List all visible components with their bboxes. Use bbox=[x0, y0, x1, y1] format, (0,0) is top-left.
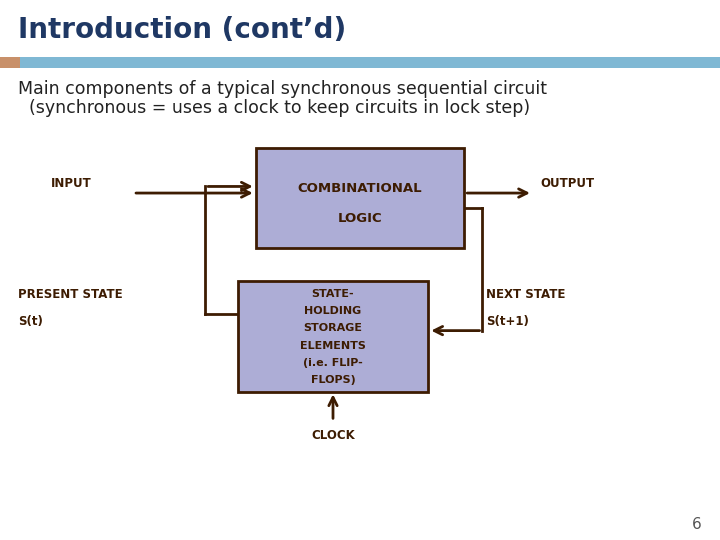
Text: CLOCK: CLOCK bbox=[311, 429, 355, 442]
Text: NEXT STATE: NEXT STATE bbox=[486, 288, 565, 301]
Text: S(t): S(t) bbox=[18, 315, 43, 328]
Text: HOLDING: HOLDING bbox=[305, 306, 361, 316]
Text: STATE-: STATE- bbox=[312, 289, 354, 299]
Text: STORAGE: STORAGE bbox=[304, 323, 362, 333]
Text: ELEMENTS: ELEMENTS bbox=[300, 341, 366, 350]
FancyBboxPatch shape bbox=[256, 148, 464, 248]
Text: OUTPUT: OUTPUT bbox=[540, 177, 594, 190]
Bar bbox=[0, 57, 720, 68]
Text: (i.e. FLIP-: (i.e. FLIP- bbox=[303, 357, 363, 368]
Text: Introduction (cont’d): Introduction (cont’d) bbox=[18, 16, 346, 44]
Text: PRESENT STATE: PRESENT STATE bbox=[18, 288, 122, 301]
Bar bbox=[0, 57, 20, 68]
Text: LOGIC: LOGIC bbox=[338, 212, 382, 225]
Text: (synchronous = uses a clock to keep circuits in lock step): (synchronous = uses a clock to keep circ… bbox=[18, 99, 530, 117]
Text: COMBINATIONAL: COMBINATIONAL bbox=[297, 182, 423, 195]
Text: INPUT: INPUT bbox=[50, 177, 91, 190]
FancyBboxPatch shape bbox=[238, 281, 428, 392]
Text: S(t+1): S(t+1) bbox=[486, 315, 529, 328]
Text: FLOPS): FLOPS) bbox=[310, 375, 356, 385]
Text: Main components of a typical synchronous sequential circuit: Main components of a typical synchronous… bbox=[18, 80, 547, 98]
Text: 6: 6 bbox=[692, 517, 702, 532]
